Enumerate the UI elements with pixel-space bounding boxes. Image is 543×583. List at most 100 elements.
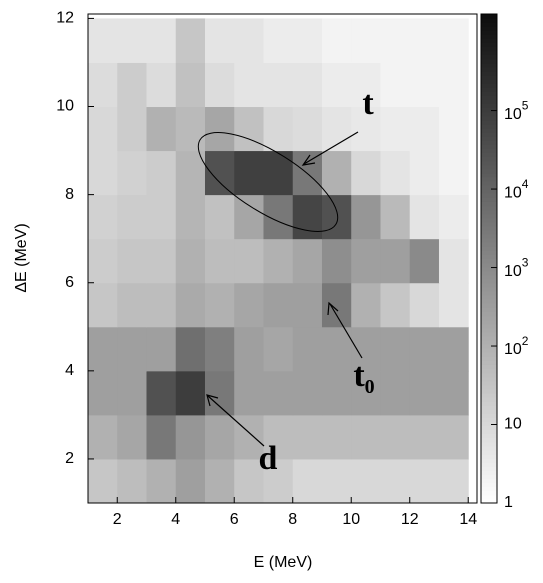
heatmap-cell <box>409 18 440 63</box>
colorbar-tick-label: 104 <box>504 177 529 201</box>
colorbar-step <box>481 470 497 475</box>
colorbar-frame <box>480 13 498 504</box>
annotation: t <box>362 85 374 122</box>
heatmap-cell <box>117 414 147 460</box>
heatmap-cell <box>292 370 323 416</box>
heatmap-cell <box>117 326 147 372</box>
y-tick-label: 10 <box>56 98 74 115</box>
heatmap-cell <box>234 238 264 284</box>
colorbar-step <box>481 58 497 64</box>
colorbar-step <box>481 217 497 223</box>
colorbar-step <box>481 107 497 113</box>
heatmap-cell <box>88 458 118 504</box>
annotation: d <box>259 440 278 477</box>
colorbar-step <box>481 124 497 129</box>
heatmap-cell <box>234 62 264 108</box>
colorbar-step <box>481 258 497 264</box>
colorbar-step <box>481 185 497 190</box>
heatmap-cell <box>292 62 323 108</box>
colorbar-step <box>481 450 497 455</box>
heatmap-cell <box>175 106 206 152</box>
colorbar-step <box>481 254 497 259</box>
heatmap-cell <box>351 370 381 416</box>
heatmap-cell <box>234 194 264 240</box>
colorbar-step <box>481 50 497 56</box>
heatmap-cell <box>117 150 147 196</box>
heatmap-cell <box>175 194 206 240</box>
colorbar-step <box>481 433 497 439</box>
colorbar-step <box>481 14 497 19</box>
colorbar-step <box>481 417 497 422</box>
colorbar-step <box>481 140 497 145</box>
colorbar-step <box>481 368 497 374</box>
colorbar-step <box>481 132 497 137</box>
colorbar-step <box>481 136 497 141</box>
heatmap-cell <box>204 282 235 328</box>
colorbar-step <box>481 425 497 431</box>
heatmap-cell <box>204 194 235 240</box>
heatmap-cell <box>175 326 206 372</box>
heatmap-cell <box>380 414 411 460</box>
heatmap-cell <box>351 238 381 284</box>
colorbar-tick-label: 102 <box>504 334 529 358</box>
colorbar-step <box>481 225 497 231</box>
colorbar-step <box>481 380 497 386</box>
colorbar-step <box>481 466 497 471</box>
heatmap-cell <box>117 62 147 108</box>
heatmap-cell <box>321 326 352 372</box>
colorbar-step <box>481 494 497 500</box>
colorbar-step <box>481 189 497 194</box>
x-tick-label: 10 <box>342 511 360 528</box>
heatmap-cell <box>263 282 294 328</box>
heatmap-cell <box>263 370 294 416</box>
heatmap-cell <box>380 62 411 108</box>
y-axis-label: ΔE (MeV) <box>13 223 30 292</box>
arrow <box>329 303 363 359</box>
heatmap-cell <box>380 18 411 63</box>
heatmap-cell <box>234 414 264 460</box>
colorbar-step <box>481 201 497 207</box>
colorbar-step <box>481 482 497 488</box>
heatmap-cell <box>263 18 294 63</box>
colorbar-step <box>481 458 497 463</box>
heatmap-cell <box>351 194 381 240</box>
colorbar-step <box>481 352 497 357</box>
heatmap-cell <box>175 62 206 108</box>
colorbar-step <box>481 291 497 296</box>
colorbar-tick-label: 1 <box>504 494 513 511</box>
heatmap-cell <box>88 326 118 372</box>
heatmap-cell <box>88 18 118 63</box>
heatmap-cell <box>175 282 206 328</box>
colorbar-step <box>481 99 497 105</box>
colorbar-step <box>481 181 497 186</box>
heatmap-cell <box>409 414 440 460</box>
colorbar-step <box>481 229 497 235</box>
heatmap-cell <box>321 282 352 328</box>
colorbar-step <box>481 177 497 182</box>
colorbar-step <box>481 429 497 435</box>
heatmap-cell <box>117 458 147 504</box>
heatmap-cell <box>117 282 147 328</box>
heatmap-cell <box>380 106 411 152</box>
heatmap-cell <box>292 150 323 196</box>
heatmap-cell <box>88 414 118 460</box>
heatmap-cell <box>88 370 118 416</box>
x-axis-label: E (MeV) <box>254 554 313 571</box>
heatmap-cell <box>146 326 177 372</box>
colorbar-step <box>481 441 497 447</box>
heatmap-cell <box>234 150 264 196</box>
heatmap-cell <box>117 238 147 284</box>
heatmap-cell <box>204 62 235 108</box>
heatmap-cell <box>321 150 352 196</box>
colorbar-step <box>481 327 497 333</box>
colorbar-step <box>481 474 497 480</box>
heatmap-cell <box>438 18 469 63</box>
colorbar-step <box>481 311 497 317</box>
arrow-head <box>327 301 339 316</box>
heatmap-cell <box>175 18 206 63</box>
heatmap-cell <box>263 150 294 196</box>
colorbar-step <box>481 405 497 410</box>
heatmap-cell <box>380 370 411 416</box>
colorbar-step <box>481 278 497 284</box>
heatmap-cell <box>204 18 235 63</box>
